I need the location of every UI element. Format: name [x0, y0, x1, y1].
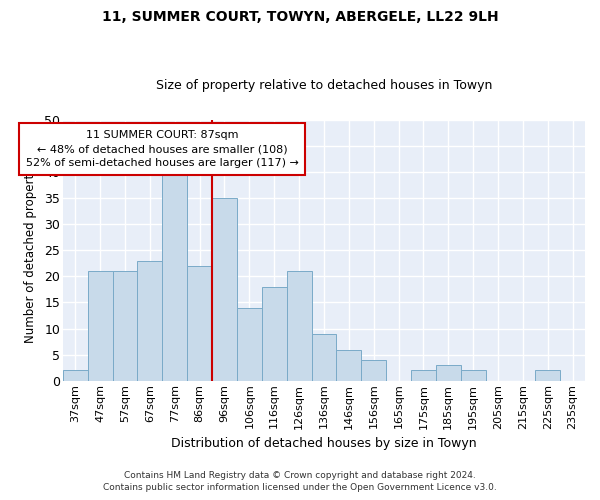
Bar: [287, 271, 311, 381]
Bar: [113, 271, 137, 381]
Y-axis label: Number of detached properties: Number of detached properties: [24, 157, 37, 343]
Bar: [262, 287, 287, 381]
Bar: [137, 260, 163, 381]
Bar: [311, 334, 337, 381]
Title: Size of property relative to detached houses in Towyn: Size of property relative to detached ho…: [156, 79, 492, 92]
X-axis label: Distribution of detached houses by size in Towyn: Distribution of detached houses by size …: [171, 437, 477, 450]
Bar: [88, 271, 113, 381]
Bar: [237, 308, 262, 381]
Bar: [63, 370, 88, 381]
Bar: [337, 350, 361, 381]
Bar: [187, 266, 212, 381]
Bar: [411, 370, 436, 381]
Text: 11 SUMMER COURT: 87sqm
← 48% of detached houses are smaller (108)
52% of semi-de: 11 SUMMER COURT: 87sqm ← 48% of detached…: [26, 130, 299, 168]
Bar: [461, 370, 485, 381]
Text: 11, SUMMER COURT, TOWYN, ABERGELE, LL22 9LH: 11, SUMMER COURT, TOWYN, ABERGELE, LL22 …: [101, 10, 499, 24]
Bar: [212, 198, 237, 381]
Bar: [163, 172, 187, 381]
Bar: [535, 370, 560, 381]
Bar: [361, 360, 386, 381]
Text: Contains HM Land Registry data © Crown copyright and database right 2024.
Contai: Contains HM Land Registry data © Crown c…: [103, 471, 497, 492]
Bar: [436, 365, 461, 381]
